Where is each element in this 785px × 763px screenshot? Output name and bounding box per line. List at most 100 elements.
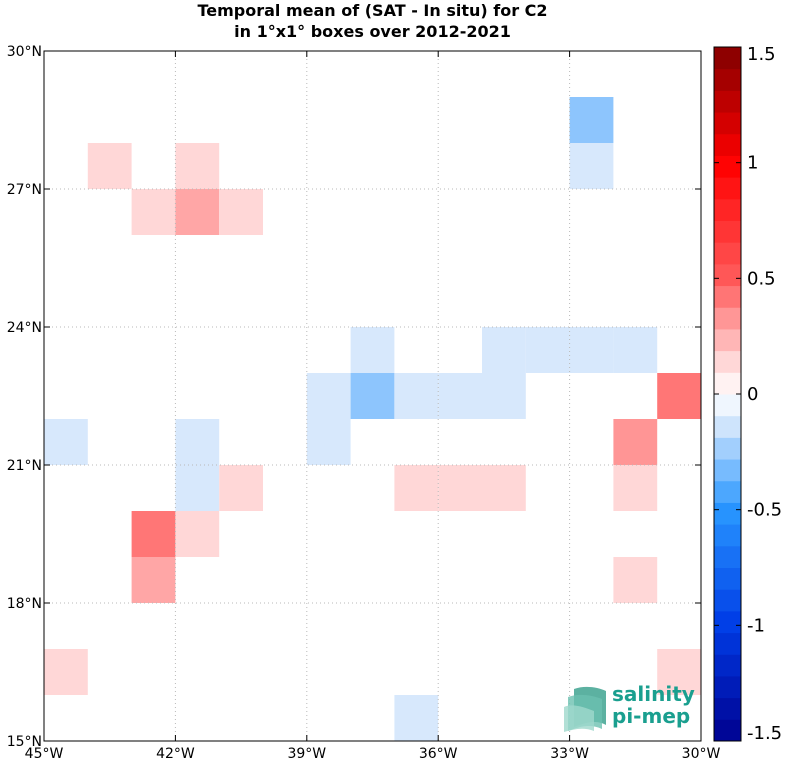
colorbar-segment [714, 372, 741, 395]
heatmap-cell [175, 189, 220, 235]
heatmap-cell [87, 143, 132, 189]
plot-frame [43, 50, 702, 742]
x-axis-ticks: 45°W 42°W 39°W 36°W 33°W 30°W [25, 51, 721, 762]
x-tick-label: 33°W [550, 746, 589, 762]
colorbar-segment [714, 350, 741, 373]
y-tick-label: 21°N [7, 458, 42, 474]
y-tick-label: 18°N [7, 596, 42, 612]
heatmap-cell [482, 327, 526, 373]
colorbar-segment [714, 112, 741, 135]
heatmap-cell [569, 327, 614, 373]
grid-lines [44, 51, 701, 741]
colorbar-segment [714, 242, 741, 265]
heatmap-cell [44, 649, 88, 695]
heatmap-cell [394, 465, 439, 511]
colorbar-segment [714, 198, 741, 221]
heatmap-cells [44, 97, 701, 741]
colorbar-segment [714, 459, 741, 482]
colorbar-tick-label: 1 [747, 153, 758, 174]
heatmap-cell [482, 373, 526, 419]
colorbar-tick-label: 0 [747, 384, 758, 405]
logo-line1: salinity [612, 682, 695, 706]
heatmap-cell [613, 419, 658, 465]
chart-title: Temporal mean of (SAT - In situ) for C2 … [0, 0, 745, 42]
colorbar-tick-label: -0.5 [747, 500, 782, 521]
heatmap-cell [482, 465, 526, 511]
colorbar-segment [714, 632, 741, 655]
chart-title-line2: in 1°x1° boxes over 2012-2021 [234, 22, 511, 41]
x-tick-label: 42°W [156, 746, 195, 762]
heatmap-cell [438, 465, 482, 511]
heatmap-cell [657, 373, 701, 419]
heatmap-cell [175, 511, 220, 557]
heatmap-cell [613, 327, 658, 373]
colorbar-segment [714, 307, 741, 330]
chart-title-line1: Temporal mean of (SAT - In situ) for C2 [197, 1, 548, 20]
colorbar-segment [714, 697, 741, 720]
heatmap-cell [657, 649, 701, 695]
heatmap-cell [525, 327, 570, 373]
colorbar-segment [714, 90, 741, 113]
colorbar-segment [714, 155, 741, 178]
colorbar-segment [714, 47, 741, 70]
heatmap-cell [131, 189, 176, 235]
colorbar-segment [714, 68, 741, 91]
y-tick-label: 15°N [7, 734, 42, 750]
x-tick-label: 36°W [419, 746, 458, 762]
colorbar-segment [714, 719, 741, 742]
heatmap-cell [175, 143, 220, 189]
salinity-pi-mep-logo: salinity pi-mep [562, 683, 697, 732]
y-tick-label: 24°N [7, 320, 42, 336]
colorbar-segment [714, 437, 741, 460]
colorbar-tick-label: -1.5 [747, 723, 782, 744]
heatmap-cell [350, 327, 395, 373]
colorbar: -1.5 -1 -0.5 0 0.5 1 1.5 [713, 44, 782, 744]
colorbar-segment [714, 567, 741, 590]
heatmap-cell [569, 97, 614, 143]
heatmap-cell [350, 373, 395, 419]
colorbar-segment [714, 589, 741, 612]
heatmap-cell [394, 695, 439, 741]
y-axis-ticks: 15°N 18°N 21°N 24°N 27°N 30°N [7, 44, 701, 750]
colorbar-segment [714, 133, 741, 156]
heatmap-cell [569, 143, 614, 189]
heatmap-cell [219, 189, 263, 235]
x-tick-label: 45°W [25, 746, 64, 762]
y-tick-label: 27°N [7, 182, 42, 198]
colorbar-tick-label: 1.5 [747, 44, 776, 65]
heatmap-cell [175, 465, 220, 511]
heatmap-cell [613, 465, 658, 511]
colorbar-segment [714, 220, 741, 243]
colorbar-segment [714, 545, 741, 568]
heatmap-cell [438, 373, 482, 419]
heatmap-cell [394, 373, 439, 419]
logo-text: salinity pi-mep [612, 683, 695, 727]
heatmap-cell [131, 557, 176, 603]
colorbar-tick-label: 0.5 [747, 268, 776, 289]
x-tick-label: 30°W [682, 746, 721, 762]
colorbar-segment [714, 675, 741, 699]
colorbar-segment [714, 285, 741, 308]
colorbar-segment [714, 263, 741, 287]
colorbar-segment [714, 480, 741, 503]
colorbar-segment [714, 328, 741, 352]
heatmap-cell [306, 373, 351, 419]
colorbar-segment [714, 610, 741, 634]
colorbar-segment [714, 415, 741, 438]
heatmap-cell [175, 419, 220, 465]
colorbar-segment [714, 177, 741, 200]
heatmap-cell [306, 419, 351, 465]
colorbar-segment [714, 394, 741, 417]
heatmap-cell [44, 419, 88, 465]
heatmap-cell [131, 511, 176, 557]
y-tick-label: 30°N [7, 44, 42, 60]
colorbar-segment [714, 502, 741, 525]
heatmap-cell [613, 557, 658, 603]
x-tick-label: 39°W [287, 746, 326, 762]
colorbar-tick-label: -1 [747, 615, 765, 636]
heatmap-cell [219, 465, 263, 511]
colorbar-segment [714, 524, 741, 547]
colorbar-segment [714, 654, 741, 677]
logo-line2: pi-mep [612, 704, 691, 728]
